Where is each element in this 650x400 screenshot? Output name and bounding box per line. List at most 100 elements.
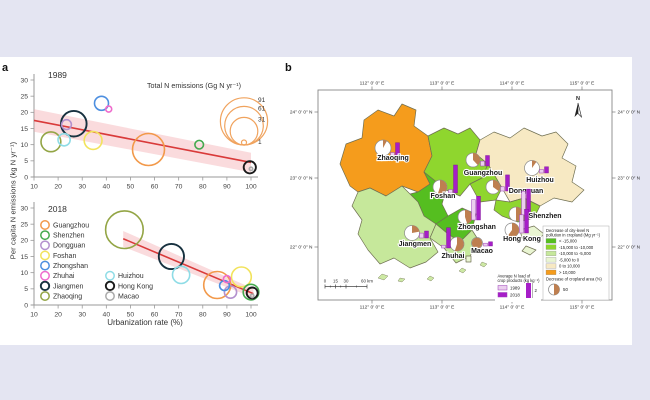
legend-label-macao: Macao <box>118 293 139 300</box>
size-legend-value: 1 <box>258 139 262 146</box>
legend-label-foshan: Foshan <box>53 253 76 260</box>
legend-nload-swatch-1989 <box>497 285 508 291</box>
legend-label-dongguan: Dongguan <box>53 243 85 250</box>
axes-2018: 0 5 10 15 20 25 30 10 20 30 40 50 60 70 80 90 100 <box>20 202 258 319</box>
plot-title: 1989 <box>48 70 67 80</box>
bubble-zhuhai <box>104 105 113 113</box>
size-legend-circle <box>240 139 248 146</box>
x-axis-label: Urbanization rate (%) <box>107 318 183 327</box>
size-legend-circle <box>229 116 259 146</box>
bar-1989 <box>500 186 505 192</box>
bubble-zhongshan <box>93 95 110 112</box>
legend-class-swatch <box>545 257 557 263</box>
lat-label-left: 24° 0′ 0″ N <box>290 110 313 116</box>
x-tick-label: 90 <box>223 184 231 191</box>
x-tick-label: 100 <box>245 312 257 319</box>
legend-swatch-macao <box>105 291 115 302</box>
x-tick-label: 20 <box>54 312 62 319</box>
city-marker-hong-kong: Hong Kong <box>502 208 542 244</box>
x-tick-label: 60 <box>151 312 159 319</box>
outlying-islands <box>377 253 554 283</box>
legend-nload-title: crop products (kg kg⁻¹) <box>498 278 541 283</box>
legend-swatch-foshan <box>40 250 50 261</box>
y-tick-label: 10 <box>20 270 28 277</box>
scatter-plot-2018: 0 5 10 15 20 25 30 10 20 30 40 50 60 70 80 90 100 2018 Gua… <box>20 202 260 327</box>
x-tick-label: 40 <box>103 184 111 191</box>
legend-class-label: -10,000 to -5,000 <box>559 251 592 256</box>
city-marker-jiangmen: Jiangmen <box>398 225 432 249</box>
bar-1989 <box>441 244 446 249</box>
y-tick-label: 15 <box>20 126 28 133</box>
x-tick-label: 10 <box>30 312 38 319</box>
legend-swatch-zhongshan <box>40 260 50 271</box>
size-legend-value: 61 <box>258 105 266 112</box>
x-tick-label: 90 <box>223 312 231 319</box>
bubble-hong-kong <box>245 286 259 300</box>
lon-label-bottom: 113° 0′ 0″ E <box>430 305 455 311</box>
legend-swatch-jiangmen <box>39 280 51 292</box>
legend-label-zhuhai: Zhuhai <box>53 273 75 280</box>
legend-class-swatch <box>545 269 557 275</box>
bubble-guangzhou <box>202 270 232 300</box>
bubble-macao <box>249 293 255 299</box>
legend-swatch-hong-kong <box>104 280 116 292</box>
lat-label-right: 23° 0′ 0″ N <box>618 176 641 182</box>
y-tick-label: 30 <box>20 77 28 84</box>
city-label-shenzhen: Shenzhen <box>528 213 561 220</box>
legend-label-zhongshan: Zhongshan <box>53 263 88 270</box>
bubble-zhuhai <box>222 274 232 284</box>
lat-label-right: 24° 0′ 0″ N <box>618 110 641 116</box>
x-tick-label: 40 <box>103 312 111 319</box>
y-tick-label: 20 <box>20 110 28 117</box>
size-legend-value: 31 <box>258 117 266 124</box>
plot-title: 2018 <box>48 204 67 214</box>
x-tick-label: 70 <box>175 312 183 319</box>
city-label-guangzhou: Guangzhou <box>464 170 503 177</box>
bar-1989 <box>448 189 453 194</box>
city-legend: Guangzhou Shenzhen Dongguan Foshan Zhongshan… <box>39 220 153 302</box>
legend-swatch-guangzhou <box>40 220 50 230</box>
bubble-jiangmen <box>157 242 185 271</box>
legend-nload-ref-bar <box>526 283 531 298</box>
legend-swatch-dongguan <box>40 240 50 251</box>
legend-label-huizhou: Huizhou <box>118 273 144 280</box>
bubble-zhaoqing <box>104 210 145 250</box>
scale-bar: 0 15 30 60 km <box>324 279 373 289</box>
bar-2018 <box>524 208 529 234</box>
city-marker-dongguan: Dongguan <box>485 174 544 196</box>
legend-swatch-shenzhen <box>40 230 50 241</box>
bar-1989 <box>480 160 485 167</box>
bar-2018 <box>476 195 481 221</box>
legend-label-shenzhen: Shenzhen <box>53 233 85 240</box>
x-tick-label: 30 <box>78 312 86 319</box>
scale-0: 0 <box>324 279 327 284</box>
bar-2018 <box>453 164 458 194</box>
legend-swatch-huizhou <box>105 270 115 281</box>
city-label-zhuhai: Zhuhai <box>442 253 465 260</box>
legend-swatch-zhuhai <box>40 270 50 281</box>
city-label-dongguan: Dongguan <box>509 188 544 195</box>
legend-label-guangzhou: Guangzhou <box>53 222 89 229</box>
region-hong-kong-island <box>521 245 537 256</box>
bar-1989 <box>471 199 476 221</box>
bar-2018 <box>485 155 490 167</box>
y-tick-label: 20 <box>20 238 28 245</box>
bubble-dongguan <box>60 118 73 131</box>
size-legend-title: Total N emissions (Gg N yr⁻¹) <box>147 81 241 90</box>
lon-label-bottom: 114° 0′ 0″ E <box>500 305 525 311</box>
legend-nload-swatch-2018 <box>497 292 508 298</box>
bar-2018 <box>424 230 429 239</box>
bar-2018 <box>446 227 451 249</box>
city-label-jiangmen: Jiangmen <box>399 241 432 248</box>
city-label-huizhou: Huizhou <box>526 177 554 184</box>
legend-pollution-title: pollution in cropland (Mg yr⁻¹) <box>546 233 601 238</box>
x-tick-label: 30 <box>78 184 86 191</box>
city-label-zhaoqing: Zhaoqing <box>377 155 409 162</box>
legend-class-swatch <box>545 250 557 256</box>
lat-label-right: 22° 0′ 0″ N <box>618 245 641 251</box>
lon-label-bottom: 112° 0′ 0″ E <box>360 305 385 311</box>
bar-1989 <box>419 232 424 239</box>
x-tick-label: 50 <box>127 312 135 319</box>
axes-1989: 0 5 10 15 20 25 30 10 20 30 40 50 60 70 80 90 100 <box>20 74 258 191</box>
